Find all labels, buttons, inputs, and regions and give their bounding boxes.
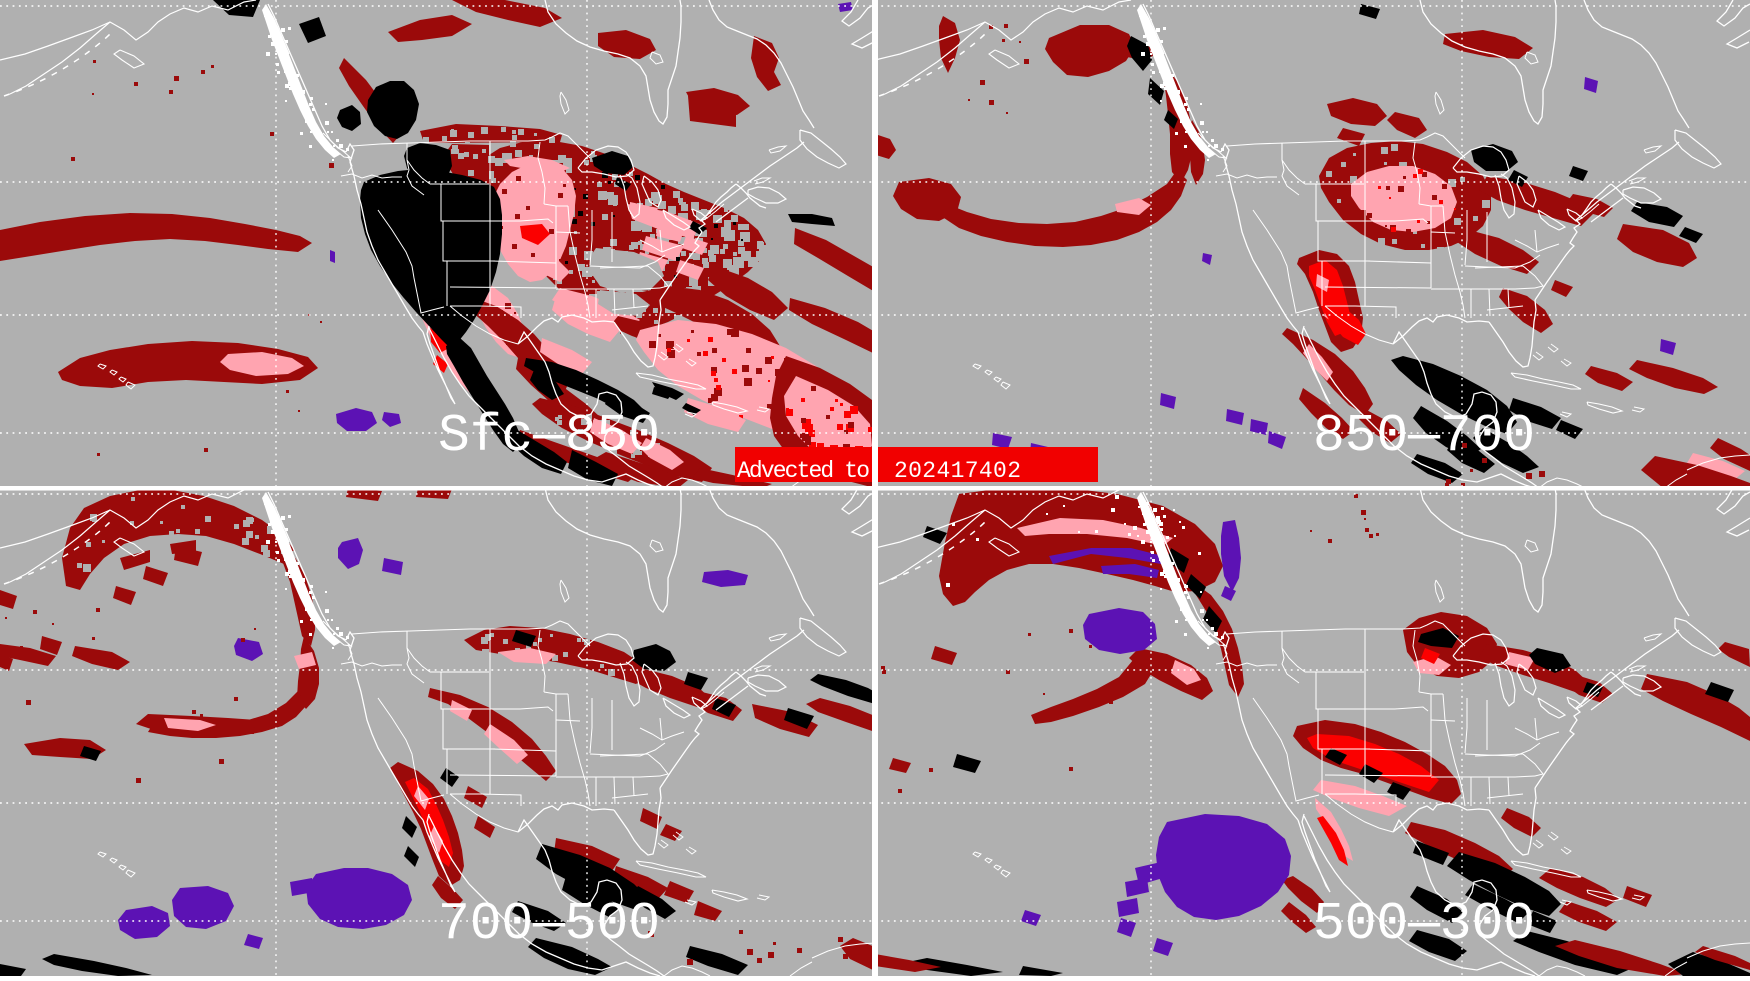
svg-text:850—700: 850—700 [1313, 406, 1535, 466]
svg-text:Advected to: Advected to [737, 458, 870, 484]
svg-text:500—300: 500—300 [1313, 894, 1535, 954]
svg-text:700—500: 700—500 [438, 894, 660, 954]
svg-text:202417402: 202417402 [894, 458, 1021, 484]
svg-text:Sfc—850: Sfc—850 [438, 406, 660, 466]
